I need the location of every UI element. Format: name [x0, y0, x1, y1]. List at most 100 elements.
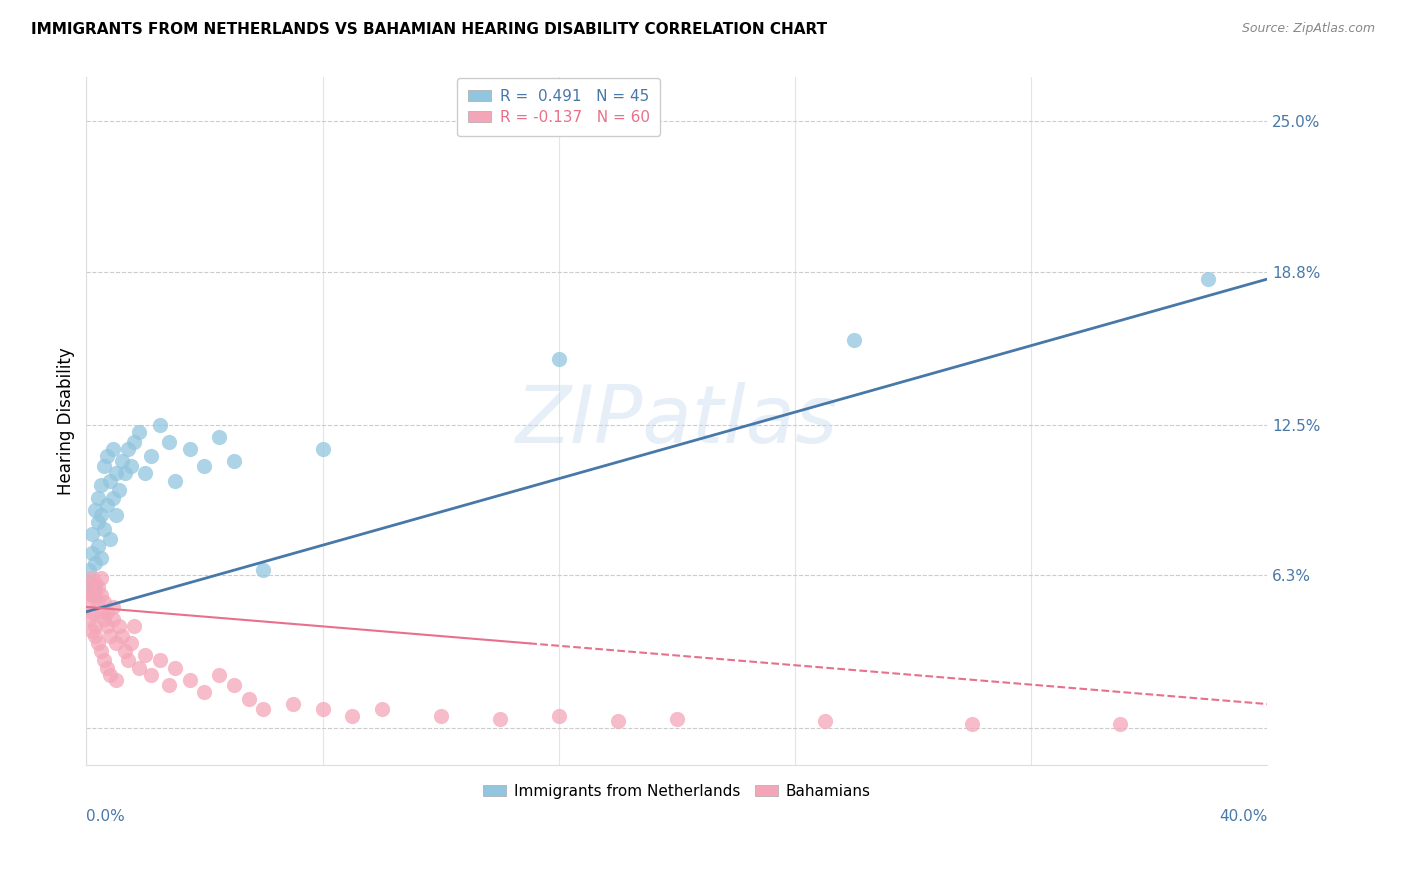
Point	[82, 527, 104, 541]
Point	[93, 595, 115, 609]
Point	[82, 588, 104, 602]
Point	[87, 515, 110, 529]
Point	[77, 595, 100, 609]
Point	[87, 539, 110, 553]
Point	[157, 678, 180, 692]
Point	[90, 551, 112, 566]
Point	[90, 605, 112, 619]
Point	[90, 571, 112, 585]
Point	[101, 491, 124, 505]
Text: 0.0%: 0.0%	[86, 808, 125, 823]
Point	[96, 660, 118, 674]
Point	[107, 483, 129, 498]
Point	[120, 636, 142, 650]
Point	[111, 454, 134, 468]
Point	[82, 605, 104, 619]
Point	[311, 702, 333, 716]
Point	[163, 660, 186, 674]
Point	[193, 685, 215, 699]
Point	[141, 668, 163, 682]
Point	[82, 571, 104, 585]
Text: ZIPatlas: ZIPatlas	[516, 382, 838, 460]
Point	[370, 702, 392, 716]
Point	[117, 442, 139, 456]
Point	[252, 702, 274, 716]
Point	[90, 643, 112, 657]
Point	[222, 454, 245, 468]
Point	[96, 619, 118, 633]
Point	[547, 352, 569, 367]
Point	[96, 605, 118, 619]
Point	[84, 629, 107, 643]
Point	[488, 712, 510, 726]
Point	[122, 434, 145, 449]
Point	[141, 450, 163, 464]
Point	[104, 673, 127, 687]
Point	[93, 653, 115, 667]
Point	[114, 467, 136, 481]
Point	[96, 450, 118, 464]
Point	[77, 564, 100, 578]
Point	[101, 599, 124, 614]
Point	[134, 467, 156, 481]
Point	[104, 467, 127, 481]
Point	[128, 660, 150, 674]
Point	[93, 612, 115, 626]
Point	[84, 619, 107, 633]
Point	[98, 668, 121, 682]
Point	[1197, 272, 1219, 286]
Point	[1108, 716, 1130, 731]
Point	[82, 547, 104, 561]
Point	[107, 619, 129, 633]
Point	[429, 709, 451, 723]
Point	[606, 714, 628, 728]
Point	[84, 575, 107, 590]
Point	[252, 564, 274, 578]
Point	[77, 575, 100, 590]
Point	[90, 508, 112, 522]
Point	[114, 643, 136, 657]
Text: 40.0%: 40.0%	[1219, 808, 1267, 823]
Point	[842, 333, 865, 347]
Point	[179, 442, 201, 456]
Point	[93, 458, 115, 473]
Point	[77, 581, 100, 595]
Text: Source: ZipAtlas.com: Source: ZipAtlas.com	[1241, 22, 1375, 36]
Point	[84, 588, 107, 602]
Point	[98, 629, 121, 643]
Point	[98, 474, 121, 488]
Point	[82, 624, 104, 639]
Point	[87, 491, 110, 505]
Point	[665, 712, 688, 726]
Point	[134, 648, 156, 663]
Point	[813, 714, 835, 728]
Point	[104, 636, 127, 650]
Point	[90, 478, 112, 492]
Point	[193, 458, 215, 473]
Point	[208, 430, 231, 444]
Text: IMMIGRANTS FROM NETHERLANDS VS BAHAMIAN HEARING DISABILITY CORRELATION CHART: IMMIGRANTS FROM NETHERLANDS VS BAHAMIAN …	[31, 22, 827, 37]
Point	[311, 442, 333, 456]
Point	[117, 653, 139, 667]
Point	[101, 442, 124, 456]
Point	[87, 636, 110, 650]
Point	[77, 612, 100, 626]
Point	[87, 581, 110, 595]
Point	[111, 629, 134, 643]
Point	[84, 502, 107, 516]
Point	[104, 508, 127, 522]
Point	[96, 498, 118, 512]
Point	[281, 697, 304, 711]
Point	[101, 612, 124, 626]
Point	[98, 532, 121, 546]
Point	[222, 678, 245, 692]
Point	[547, 709, 569, 723]
Point	[122, 619, 145, 633]
Point	[179, 673, 201, 687]
Point	[960, 716, 983, 731]
Point	[84, 581, 107, 595]
Point	[120, 458, 142, 473]
Point	[87, 595, 110, 609]
Point	[340, 709, 363, 723]
Point	[163, 474, 186, 488]
